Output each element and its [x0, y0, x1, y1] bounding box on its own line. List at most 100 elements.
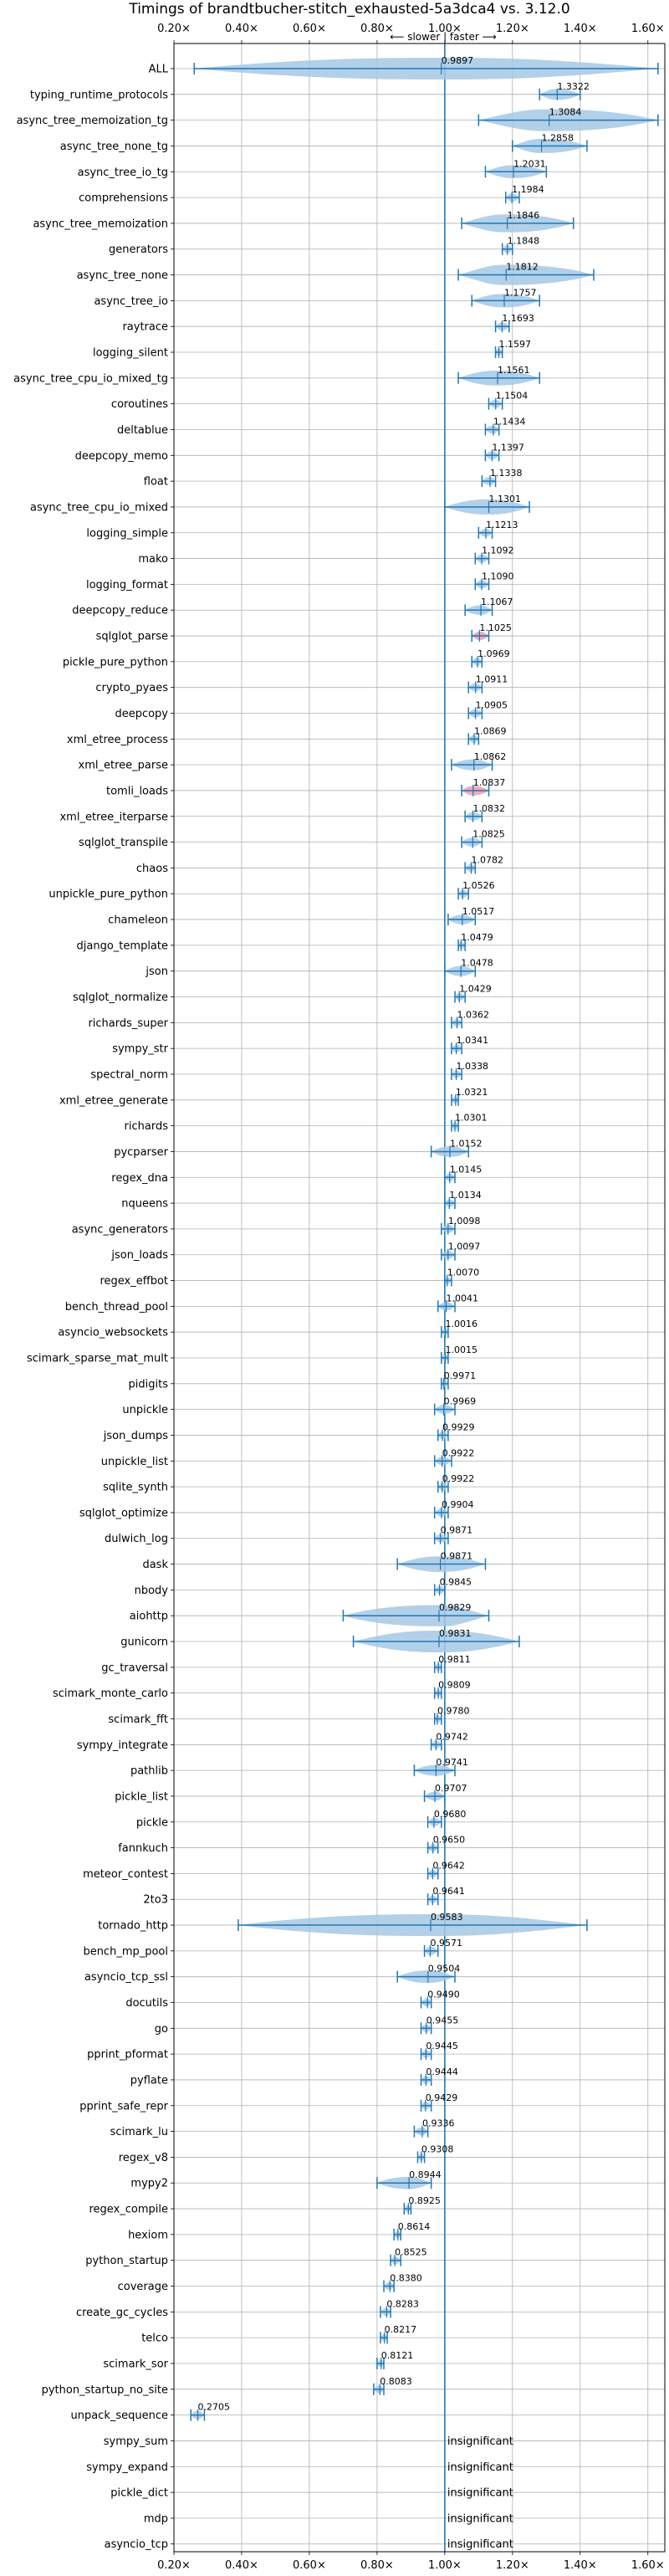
value-label: 1.0478 [461, 958, 493, 969]
category-label: bench_mp_pool [83, 1945, 168, 1958]
value-label: 0.9490 [427, 1990, 459, 2000]
value-label: 1.0152 [450, 1138, 483, 1149]
category-label: sqlglot_parse [96, 631, 168, 643]
marks-layer [190, 44, 659, 2552]
insignificant-label: insignificant [447, 2461, 513, 2474]
value-label: 1.2858 [542, 132, 575, 143]
category-label: scimark_fft [108, 1713, 168, 1726]
category-label: deepcopy_reduce [72, 605, 168, 617]
category-label: nqueens [121, 1198, 168, 1211]
value-label: 1.0301 [455, 1113, 488, 1124]
x-tick-label-top: 0.80× [360, 23, 394, 35]
category-label: deepcopy_memo [75, 450, 168, 463]
x-tick-label-top: 1.00× [428, 23, 462, 35]
value-label: 0.9741 [436, 1757, 468, 1768]
insignificant-label: insignificant [447, 2435, 513, 2448]
category-label: raytrace [122, 321, 168, 334]
value-label: 0.9429 [426, 2092, 458, 2103]
category-label: unpickle_pure_python [49, 889, 168, 901]
value-label: 0.9922 [442, 1447, 475, 1458]
value-label: 1.1984 [512, 184, 544, 195]
category-label: spectral_norm [90, 1068, 168, 1081]
category-label: python_startup [85, 2255, 168, 2267]
value-label: 0.9929 [442, 1421, 475, 1432]
value-label: 0.9845 [440, 1576, 472, 1587]
x-tick-label-bottom: 1.40× [564, 2559, 597, 2572]
plot-frame [173, 43, 666, 2553]
value-label: 0.9642 [432, 1860, 465, 1871]
value-label: 0.9809 [438, 1680, 471, 1691]
category-label: go [155, 2023, 168, 2036]
value-label: 0.9707 [435, 1783, 467, 1794]
category-label: async_tree_memoization [33, 218, 168, 230]
value-label: 0.9971 [444, 1370, 477, 1381]
x-tick-label-top: 1.40× [564, 23, 597, 35]
category-label: sympy_integrate [77, 1739, 168, 1752]
category-label: gc_traversal [101, 1662, 168, 1674]
category-label: sympy_str [112, 1043, 168, 1056]
category-label: coverage [118, 2281, 168, 2293]
category-label: tornado_http [98, 1920, 168, 1933]
value-label: 1.0832 [473, 803, 506, 814]
category-label: pathlib [130, 1765, 168, 1778]
value-label: 0.8121 [381, 2350, 414, 2361]
category-label: chameleon [108, 914, 168, 927]
category-label: regex_compile [89, 2204, 168, 2216]
category-label: sqlglot_transpile [79, 837, 168, 849]
value-label: 1.0016 [446, 1319, 478, 1329]
x-tick-label-top: 1.60× [631, 23, 665, 35]
value-label: 0.2705 [198, 2402, 231, 2413]
value-label: 0.9650 [433, 1835, 466, 1846]
value-label: 0.9308 [421, 2143, 454, 2154]
category-label: scimark_sor [103, 2358, 168, 2370]
category-label: dask [142, 1559, 168, 1571]
category-label: unpickle_list [101, 1456, 168, 1468]
category-label: logging_silent [93, 347, 168, 360]
x-tick-label-top: 1.20× [496, 23, 529, 35]
value-label: 1.0869 [474, 725, 507, 736]
category-label: async_tree_none [77, 269, 168, 282]
value-label: 0.9871 [441, 1551, 473, 1562]
value-label: 0.9742 [436, 1731, 468, 1742]
x-tick-label-top: 0.60× [293, 23, 326, 35]
category-label: meteor_contest [83, 1868, 168, 1881]
category-label: pidigits [129, 1378, 169, 1390]
category-label: django_template [77, 940, 168, 952]
category-label: async_tree_none_tg [60, 141, 168, 153]
category-label: xml_etree_parse [79, 760, 168, 772]
category-label: chaos [136, 863, 168, 875]
category-label: deltablue [117, 424, 168, 437]
category-label: mako [138, 553, 168, 566]
x-tick-label-bottom: 0.40× [225, 2559, 258, 2572]
category-label: 2to3 [143, 1894, 168, 1907]
value-label: 0.9641 [432, 1886, 465, 1897]
category-label: sympy_expand [86, 2461, 168, 2474]
category-label: hexiom [128, 2229, 168, 2241]
category-label: dulwich_log [105, 1533, 168, 1545]
x-tick-label-bottom: 0.60× [293, 2559, 326, 2572]
value-label: 1.0905 [475, 700, 508, 711]
value-label: 1.1693 [502, 313, 534, 324]
value-label: 0.8944 [409, 2169, 442, 2180]
category-label: sqlglot_optimize [79, 1507, 168, 1519]
category-label: sympy_sum [104, 2435, 168, 2448]
category-label: pyflate [130, 2074, 168, 2087]
value-label: 1.1846 [508, 210, 540, 221]
insignificant-label: insignificant [447, 2512, 513, 2525]
value-label: 0.8614 [398, 2221, 430, 2232]
category-label: pickle_pure_python [63, 656, 168, 668]
category-label: pprint_safe_repr [79, 2100, 168, 2113]
value-label: 0.9336 [422, 2118, 455, 2129]
category-label: pprint_pformat [87, 2049, 168, 2061]
value-label: 0.9811 [438, 1654, 471, 1665]
category-label: aiohttp [130, 1611, 168, 1623]
value-label: 1.1561 [498, 365, 530, 376]
category-label: async_generators [72, 1223, 169, 1236]
value-label: 1.1434 [493, 416, 526, 427]
x-tick-label-bottom: 1.60× [631, 2559, 665, 2572]
category-label: crypto_pyaes [95, 682, 168, 694]
value-label: 1.0097 [448, 1242, 481, 1252]
value-label: 1.1397 [492, 442, 524, 453]
category-label: nbody [135, 1585, 169, 1597]
